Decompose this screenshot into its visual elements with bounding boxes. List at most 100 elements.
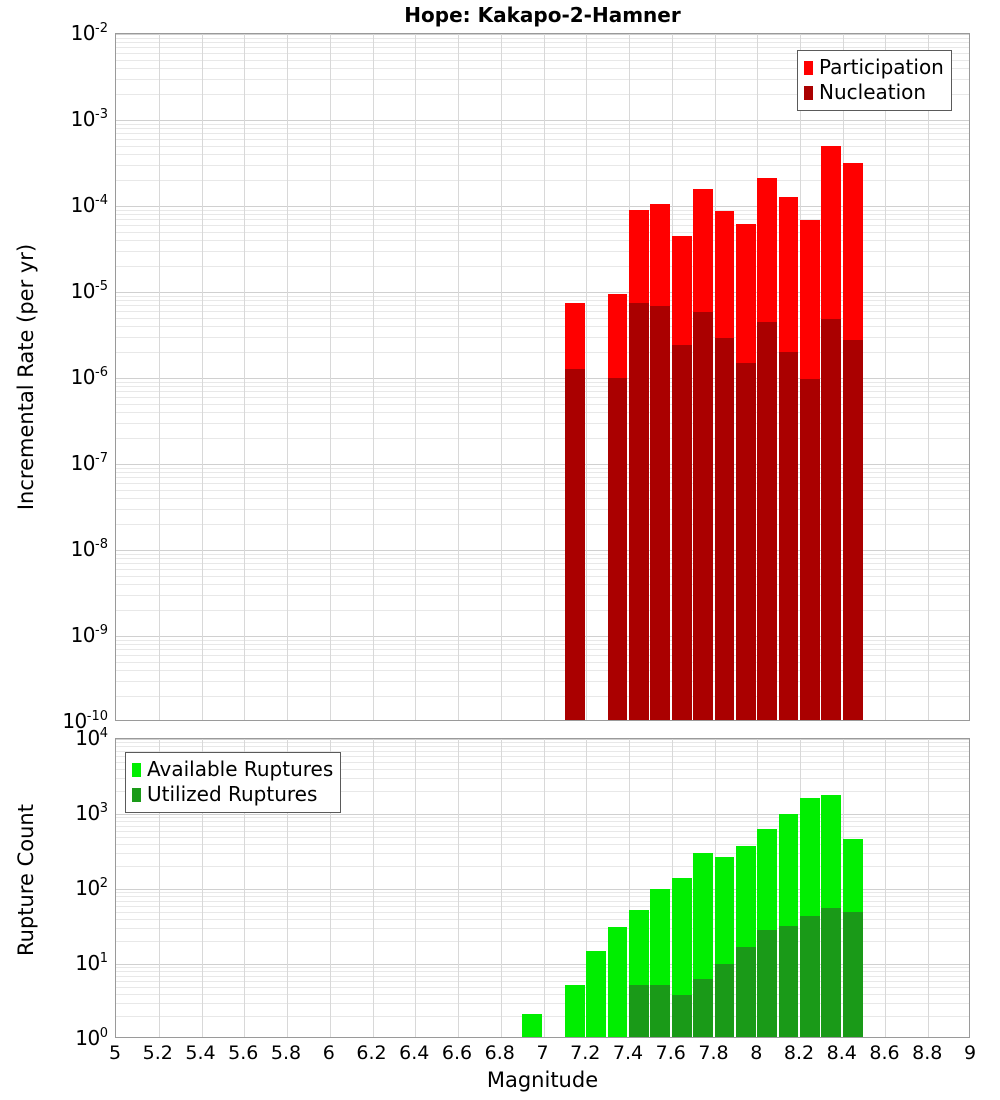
- grid-line: [116, 791, 969, 792]
- x-axis-tick-label: 8.8: [912, 1042, 943, 1064]
- grid-line: [116, 928, 969, 929]
- grid-line: [116, 391, 969, 392]
- grid-line: [116, 941, 969, 942]
- grid-line: [116, 438, 969, 439]
- grid-line: [116, 68, 969, 69]
- bar-group: [629, 34, 649, 720]
- grid-line-vertical: [629, 739, 630, 1037]
- grid-line: [116, 386, 969, 387]
- grid-line: [116, 739, 969, 740]
- bar-group: [821, 739, 842, 1037]
- grid-line: [116, 47, 969, 48]
- grid-line: [116, 404, 969, 405]
- grid-line: [116, 662, 969, 663]
- grid-line: [116, 292, 969, 293]
- bar-group: [735, 34, 756, 720]
- grid-line: [116, 464, 969, 465]
- grid-line: [116, 412, 969, 413]
- x-axis-tick-label: 8: [750, 1042, 763, 1064]
- legend-item-nucleation: Nucleation: [804, 80, 944, 105]
- bar-group: [714, 34, 735, 720]
- x-axis-tick-label: 7.4: [612, 1042, 644, 1064]
- bar-group: [607, 739, 628, 1037]
- grid-line: [116, 524, 969, 525]
- grid-line: [116, 670, 969, 671]
- bar-utilized-ruptures: [671, 995, 692, 1037]
- grid-line: [116, 550, 969, 551]
- bar-group: [544, 739, 564, 1037]
- bar-nucleation: [842, 340, 863, 720]
- y-axis-tick-label: 100: [75, 1026, 108, 1050]
- bar-nucleation: [735, 363, 756, 720]
- bar-available-ruptures: [564, 984, 585, 1037]
- grid-line: [116, 889, 969, 890]
- legend-item-available-ruptures: Available Ruptures: [132, 757, 333, 782]
- bar-group: [693, 739, 713, 1037]
- legend-incremental-rate: Participation Nucleation: [797, 50, 952, 111]
- y-axis-tick-label: 104: [75, 726, 108, 750]
- grid-line: [116, 778, 969, 779]
- grid-line: [116, 636, 969, 637]
- grid-line: [116, 569, 969, 570]
- bar-utilized-ruptures: [650, 984, 671, 1037]
- y-axis-tick-label: 10-4: [70, 193, 108, 217]
- grid-line: [116, 826, 969, 827]
- y-axis-label-bottom: Rupture Count: [14, 804, 38, 956]
- grid-line: [116, 837, 969, 838]
- bar-group: [650, 34, 671, 720]
- bar-group: [671, 739, 692, 1037]
- grid-line-vertical: [458, 739, 459, 1037]
- bar-group: [714, 739, 735, 1037]
- grid-line: [116, 509, 969, 510]
- legend-item-participation: Participation: [804, 55, 944, 80]
- bar-utilized-ruptures: [629, 984, 649, 1037]
- bar-group: [501, 739, 521, 1037]
- y-axis-tick-label: 10-3: [70, 107, 108, 131]
- x-axis-tick-label: 8.6: [869, 1042, 900, 1064]
- grid-line: [116, 994, 969, 995]
- grid-line: [116, 79, 969, 80]
- x-axis-tick-label: 5.8: [270, 1042, 302, 1064]
- x-axis-tick-label: 5.4: [185, 1042, 216, 1064]
- grid-line: [116, 831, 969, 832]
- incremental-rate-plot: [115, 33, 970, 721]
- y-axis-tick-label: 10-8: [70, 537, 108, 561]
- grid-line-vertical: [458, 34, 459, 720]
- grid-line: [116, 165, 969, 166]
- grid-line: [116, 468, 969, 469]
- bar-nucleation: [757, 321, 778, 720]
- legend-item-utilized-ruptures: Utilized Ruptures: [132, 782, 333, 807]
- grid-line-vertical: [330, 34, 331, 720]
- x-axis-label: Magnitude: [486, 1068, 599, 1092]
- grid-line-vertical: [928, 739, 929, 1037]
- grid-line-vertical: [202, 34, 203, 720]
- grid-line: [116, 901, 969, 902]
- y-axis-label-top: Incremental Rate (per yr): [14, 243, 38, 511]
- utilized-ruptures-swatch-icon: [132, 787, 141, 802]
- grid-line: [116, 34, 969, 35]
- bar-nucleation: [714, 337, 735, 720]
- grid-line: [116, 769, 969, 770]
- grid-line-vertical: [501, 739, 502, 1037]
- grid-line: [116, 558, 969, 559]
- grid-line: [116, 180, 969, 181]
- bar-nucleation: [671, 344, 692, 720]
- grid-line-vertical: [373, 34, 374, 720]
- bar-nucleation: [650, 305, 671, 720]
- grid-line-vertical: [415, 34, 416, 720]
- grid-line: [116, 120, 969, 121]
- legend-label-available-ruptures: Available Ruptures: [147, 757, 334, 781]
- bar-group: [564, 34, 585, 720]
- bar-utilized-ruptures: [735, 946, 756, 1037]
- grid-line-vertical: [928, 34, 929, 720]
- y-axis-tick-label: 10-7: [70, 451, 108, 475]
- grid-line-vertical: [373, 739, 374, 1037]
- grid-line: [116, 981, 969, 982]
- grid-line: [116, 595, 969, 596]
- legend-label-utilized-ruptures: Utilized Ruptures: [147, 782, 318, 806]
- bar-available-ruptures: [586, 951, 607, 1037]
- x-axis-tick-label: 7.6: [655, 1042, 686, 1064]
- grid-line: [116, 751, 969, 752]
- bar-utilized-ruptures: [757, 929, 778, 1037]
- grid-line: [116, 696, 969, 697]
